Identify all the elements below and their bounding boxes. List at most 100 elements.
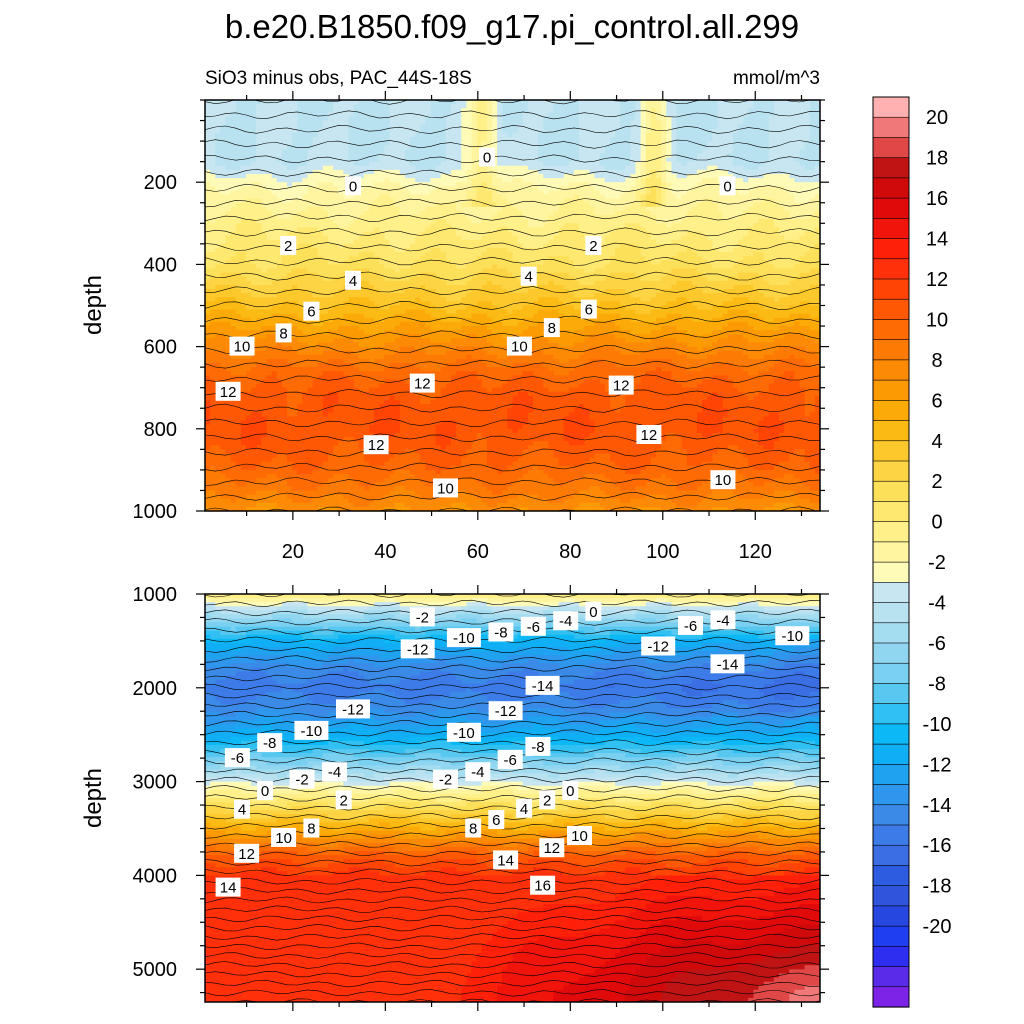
contour-cell [440,243,447,249]
contour-cell [338,198,344,204]
contour-cell [425,141,432,146]
contour-cell [486,210,493,216]
contour-cell [297,231,303,237]
contour-cell [512,104,519,109]
contour-cell [656,108,662,113]
contour-cell [322,169,329,175]
contour-cell [799,108,806,113]
contour-cell [574,186,580,192]
contour-cell [681,206,688,212]
contour-cell [748,231,754,237]
contour-cell [410,219,416,224]
contour-cell [768,161,775,167]
contour-cell [779,247,785,253]
contour-cell [717,206,724,212]
contour-cell [404,128,411,134]
contour-cell [784,231,790,237]
contour-cell [497,206,503,212]
contour-cell [256,149,262,155]
contour-cell [809,223,816,229]
contour-cell [686,157,693,163]
contour-cell [804,173,811,179]
contour-cell [574,206,580,212]
contour-cell [533,100,539,105]
contour-cell [225,124,232,130]
contour-cell [246,161,252,167]
contour-cell [758,178,765,183]
contour-cell [338,268,344,274]
contour-cell [312,153,319,159]
contour-cell [589,100,596,105]
contour-cell [589,132,596,138]
contour-cell [579,141,585,146]
contour-cell [594,173,601,179]
contour-cell [256,256,262,261]
contour-cell [307,239,314,245]
contour-cell [220,256,227,261]
contour-cell [497,202,503,208]
contour-cell [302,268,309,274]
contour-cell [461,239,467,245]
contour-cell [789,202,795,208]
contour-cell [461,169,467,175]
contour-cell [738,112,744,118]
contour-cell [794,178,801,183]
contour-cell [379,227,385,233]
contour-cell [261,104,268,109]
contour-cell [271,198,278,204]
contour-cell [697,178,703,183]
contour-cell [481,235,488,241]
contour-cell [251,247,257,253]
contour-cell [763,136,770,142]
contour-cell [399,128,406,134]
contour-cell [256,227,262,233]
contour-cell [486,116,493,122]
contour-cell [579,100,585,105]
contour-cell [743,235,749,241]
contour-cell [702,149,708,155]
contour-cell [784,235,790,241]
contour-cell [404,153,411,159]
contour-cell [456,169,462,175]
contour-cell [410,186,416,192]
contour-cell [686,120,693,126]
contour-cell [686,116,693,122]
contour-cell [205,132,211,138]
contour-cell [276,132,283,138]
contour-cell [430,223,437,229]
contour-cell [281,190,288,196]
contour-cell [215,132,221,138]
contour-cell [430,231,437,237]
contour-cell [466,149,473,155]
contour-cell [635,153,642,159]
contour-cell [527,112,534,118]
contour-cell [481,247,488,253]
contour-cell [415,231,421,237]
contour-cell [369,215,375,220]
contour-cell [625,219,631,224]
contour-cell [604,153,611,159]
contour-cell [543,112,549,118]
contour-cell [363,178,370,183]
contour-cell [656,116,662,122]
contour-cell [804,202,811,208]
contour-cell [661,145,667,150]
contour-cell [445,268,452,274]
contour-cell [574,202,580,208]
contour-cell [210,256,216,261]
contour-cell [502,132,508,138]
contour-cell [456,190,462,196]
contour-cell [594,198,601,204]
contour-cell [251,268,257,274]
contour-cell [686,243,693,249]
contour-cell [456,264,462,270]
contour-cell [440,235,447,241]
contour-cell [574,227,580,233]
contour-cell [261,178,268,183]
contour-cell [717,128,724,134]
contour-cell [205,194,211,200]
contour-cell [697,190,703,196]
contour-cell [599,169,606,175]
contour-cell [394,136,401,142]
contour-cell [394,206,401,212]
